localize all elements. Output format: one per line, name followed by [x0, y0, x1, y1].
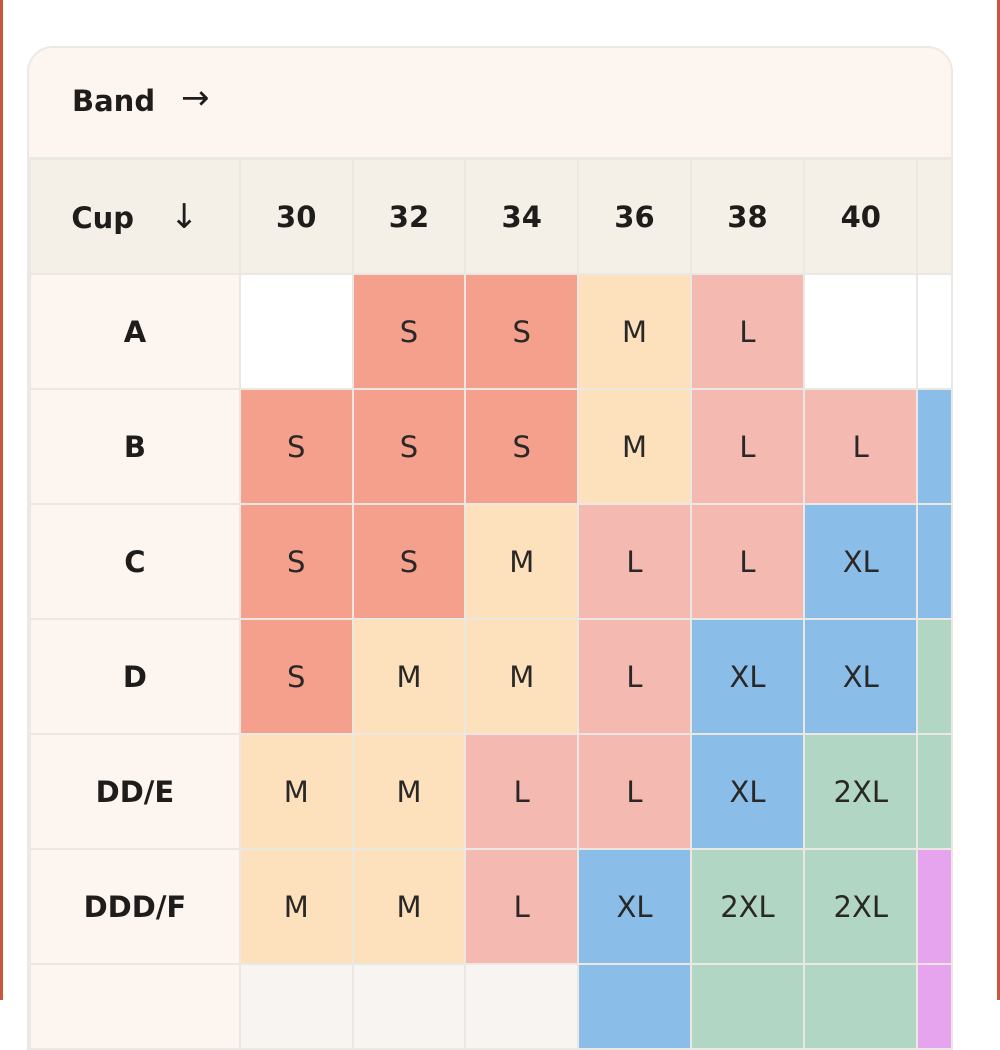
size-cell — [916, 618, 951, 735]
size-cell: L — [689, 388, 806, 505]
size-cell — [803, 963, 919, 1048]
size-cell: M — [577, 388, 692, 505]
size-cell — [916, 503, 951, 620]
size-cell: M — [464, 618, 580, 735]
size-cell — [803, 273, 919, 390]
table-row: DDD/F M M L XL 2XL 2XL — [29, 848, 951, 965]
size-cell — [689, 963, 806, 1048]
size-cell: XL — [689, 618, 806, 735]
size-cell — [916, 963, 951, 1048]
size-cell — [916, 848, 951, 965]
size-cell — [238, 963, 354, 1048]
cup-row-header: C — [29, 503, 241, 620]
size-cell: XL — [803, 503, 919, 620]
band-header-40: 40 — [803, 158, 919, 275]
size-cell: M — [577, 273, 692, 390]
band-header-30: 30 — [238, 158, 354, 275]
band-header-next — [916, 158, 951, 275]
size-cell — [238, 273, 354, 390]
size-cell: M — [351, 618, 467, 735]
size-cell: L — [577, 733, 692, 850]
size-cell: M — [238, 848, 354, 965]
table-row: C S S M L L XL — [29, 503, 951, 620]
size-cell: M — [351, 848, 467, 965]
cup-row-header: A — [29, 273, 241, 390]
arrow-down-icon: ↓ — [170, 196, 199, 237]
size-cell — [916, 733, 951, 850]
size-cell: L — [803, 388, 919, 505]
size-cell: S — [238, 388, 354, 505]
size-cell: S — [351, 388, 467, 505]
band-label: Band — [72, 84, 156, 118]
size-cell — [916, 388, 951, 505]
size-cell: L — [577, 503, 692, 620]
size-cell: M — [351, 733, 467, 850]
cup-row-header: D — [29, 618, 241, 735]
band-header-row: Cup ↓ 30 32 34 36 38 40 — [29, 158, 951, 275]
size-cell: 2XL — [803, 848, 919, 965]
band-header-34: 34 — [464, 158, 580, 275]
band-header-36: 36 — [577, 158, 692, 275]
cup-header-cell: Cup ↓ — [29, 158, 241, 275]
size-cell: L — [689, 273, 806, 390]
table-row — [29, 963, 951, 1048]
size-cell: S — [351, 273, 467, 390]
size-cell — [916, 273, 951, 390]
cup-row-header: DDD/F — [29, 848, 241, 965]
cup-row-header — [29, 963, 241, 1048]
size-chart-card: Band → Cup ↓ 30 32 34 36 38 40 — [27, 46, 953, 1050]
size-cell: L — [689, 503, 806, 620]
band-header-38: 38 — [689, 158, 806, 275]
cup-row-header: B — [29, 388, 241, 505]
size-cell: XL — [689, 733, 806, 850]
size-cell: XL — [577, 848, 692, 965]
size-cell: S — [464, 388, 580, 505]
band-header: Band → — [29, 48, 951, 159]
arrow-right-icon: → — [181, 78, 210, 118]
size-cell: 2XL — [803, 733, 919, 850]
size-cell: M — [238, 733, 354, 850]
cup-label: Cup — [71, 200, 135, 235]
table-row: D S M M L XL XL — [29, 618, 951, 735]
size-cell: M — [464, 503, 580, 620]
size-cell: 2XL — [689, 848, 806, 965]
size-cell: S — [351, 503, 467, 620]
size-cell: XL — [803, 618, 919, 735]
size-cell: S — [464, 273, 580, 390]
size-cell: L — [464, 733, 580, 850]
size-cell: L — [577, 618, 692, 735]
cup-row-header: DD/E — [29, 733, 241, 850]
size-cell: S — [238, 618, 354, 735]
table-row: DD/E M M L L XL 2XL — [29, 733, 951, 850]
size-cell: S — [238, 503, 354, 620]
size-cell — [351, 963, 467, 1048]
band-header-32: 32 — [351, 158, 467, 275]
size-cell: L — [464, 848, 580, 965]
page-frame — [0, 0, 1000, 1000]
size-cell — [577, 963, 692, 1048]
size-cell — [464, 963, 580, 1048]
